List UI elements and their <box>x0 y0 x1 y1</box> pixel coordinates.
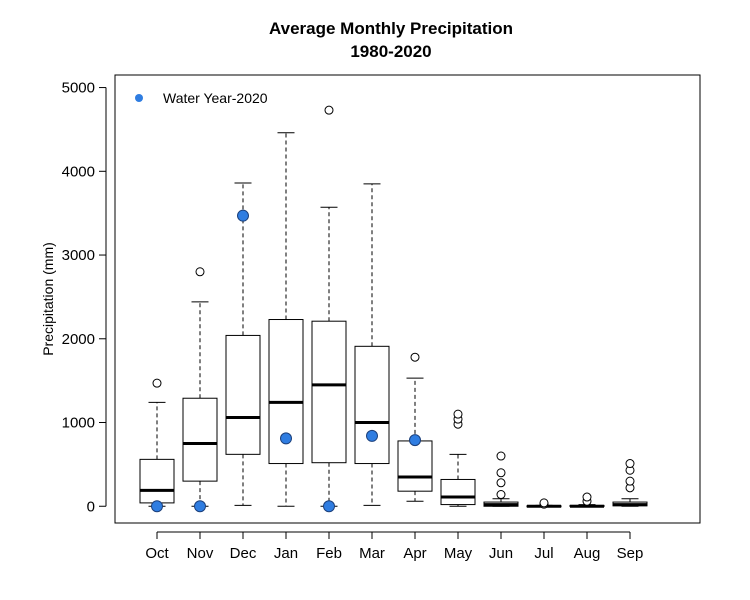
outlier-point <box>625 476 635 486</box>
x-tick-label: Aug <box>574 545 601 562</box>
box-iqr <box>397 440 433 492</box>
x-axis: Oct Nov Dec Jan Feb Mar Apr May Jun Jul Aug Sep <box>145 531 644 562</box>
outlier-point <box>496 451 506 461</box>
water-year-point <box>280 432 292 445</box>
outlier-point <box>496 490 506 500</box>
box-iqr <box>354 345 390 465</box>
water-year-point <box>237 209 249 222</box>
outlier-point <box>625 459 635 469</box>
x-tick-label: Nov <box>187 545 214 562</box>
water-year-point <box>194 500 206 513</box>
y-tick-label: 1000 <box>62 415 95 432</box>
box-iqr <box>225 334 261 455</box>
box-iqr <box>440 478 476 506</box>
outlier-point <box>582 492 592 502</box>
water-year-point <box>366 429 378 442</box>
points-layer <box>151 209 421 513</box>
x-tick-label: Jul <box>534 545 553 562</box>
box-iqr <box>311 320 347 464</box>
x-tick-label: Apr <box>403 545 426 562</box>
water-year-point <box>151 500 163 513</box>
boxes-layer <box>139 105 648 509</box>
x-tick-label: Oct <box>145 545 169 562</box>
plot-frame <box>114 74 701 524</box>
y-tick-label: 0 <box>87 498 95 515</box>
outlier-point <box>496 478 506 488</box>
x-tick-label: Feb <box>316 545 342 562</box>
box-iqr <box>139 458 175 504</box>
water-year-point <box>409 434 421 447</box>
legend-marker <box>135 94 143 102</box>
y-axis-label: Precipitation (mm) <box>40 242 56 356</box>
x-tick-label: Sep <box>617 545 644 562</box>
y-tick-label: 5000 <box>62 80 95 97</box>
legend: Water Year-2020 <box>135 90 268 106</box>
x-tick-label: Mar <box>359 545 385 562</box>
outlier-point <box>324 105 334 115</box>
outlier-point <box>539 498 549 508</box>
chart-subtitle: 1980-2020 <box>350 42 431 61</box>
outlier-point <box>453 409 463 419</box>
y-tick-label: 4000 <box>62 163 95 180</box>
y-tick-label: 3000 <box>62 247 95 264</box>
outlier-point <box>152 378 162 388</box>
x-tick-label: Jun <box>489 545 513 562</box>
chart-title: Average Monthly Precipitation <box>269 19 513 38</box>
y-tick-label: 2000 <box>62 331 95 348</box>
legend-label: Water Year-2020 <box>163 90 268 106</box>
outlier-point <box>195 267 205 277</box>
outlier-point <box>496 468 506 478</box>
box-iqr <box>182 397 218 482</box>
y-axis: 0 1000 2000 3000 4000 5000 <box>62 80 107 515</box>
x-tick-label: Jan <box>274 545 298 562</box>
x-tick-label: May <box>444 545 473 562</box>
water-year-point <box>323 500 335 513</box>
outlier-point <box>410 352 420 362</box>
x-tick-label: Dec <box>230 545 257 562</box>
